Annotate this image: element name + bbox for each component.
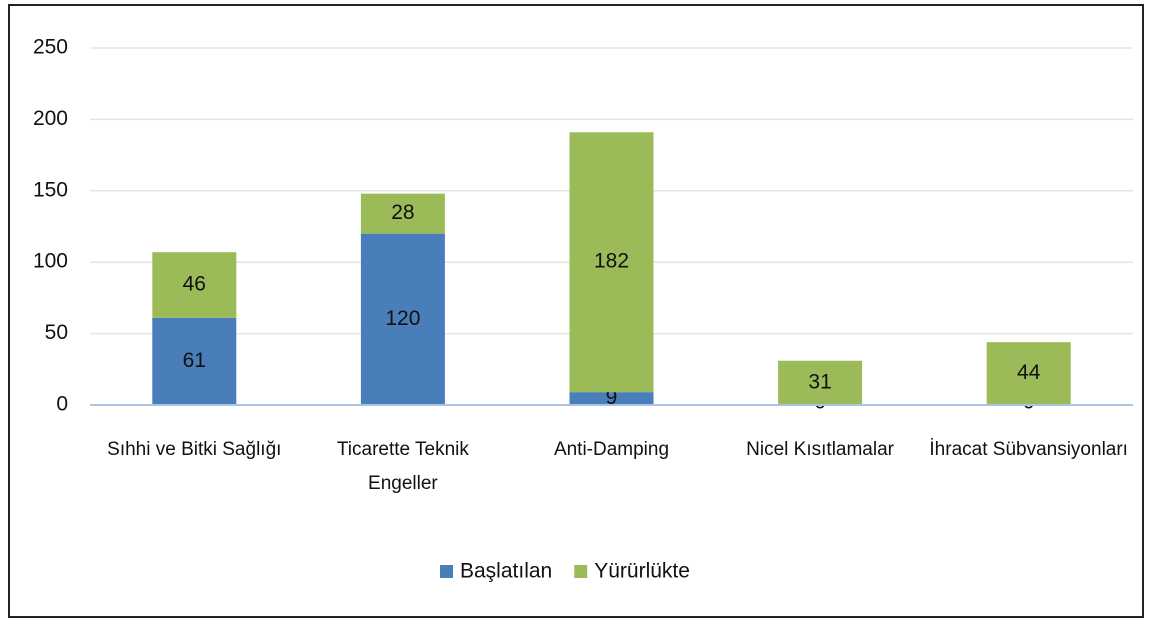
x-tick-label: Ticarette Teknik Engeller [336, 439, 469, 494]
bar-segment [986, 342, 1071, 405]
data-label: 9 [606, 386, 618, 409]
data-label: 28 [391, 201, 414, 224]
x-tick-label: İhracat Sübvansiyonları [929, 439, 1128, 460]
y-tick-label: 150 [33, 178, 68, 201]
y-tick-label: 200 [33, 107, 68, 130]
data-label: 120 [385, 307, 420, 330]
bar-segment [360, 193, 445, 234]
legend-swatch [440, 565, 453, 578]
x-tick-label: Nicel Kısıtlamalar [746, 439, 894, 460]
data-label: 46 [183, 273, 206, 296]
legend-label: Başlatılan [460, 560, 552, 583]
data-label: 182 [594, 250, 629, 273]
y-tick-label: 100 [33, 250, 68, 273]
bar-segment [360, 233, 445, 405]
chart-frame [8, 4, 1144, 618]
y-tick-label: 50 [45, 321, 68, 344]
legend-swatch [574, 565, 588, 578]
data-label: 61 [183, 349, 206, 372]
bar-segment [152, 317, 237, 405]
legend-label: Yürürlükte [594, 560, 690, 583]
y-tick-label: 250 [33, 36, 68, 59]
y-tick-label: 0 [56, 393, 68, 416]
data-label: 31 [808, 370, 831, 393]
bar-segment [569, 392, 654, 405]
data-label: 44 [1017, 361, 1041, 384]
bar-segment [778, 360, 863, 405]
bar-segment [152, 252, 237, 318]
bar-segment [569, 132, 654, 393]
x-tick-label: Anti-Damping [553, 439, 670, 460]
x-tick-label: Sıhhi ve Bitki Sağlığı [107, 439, 282, 460]
